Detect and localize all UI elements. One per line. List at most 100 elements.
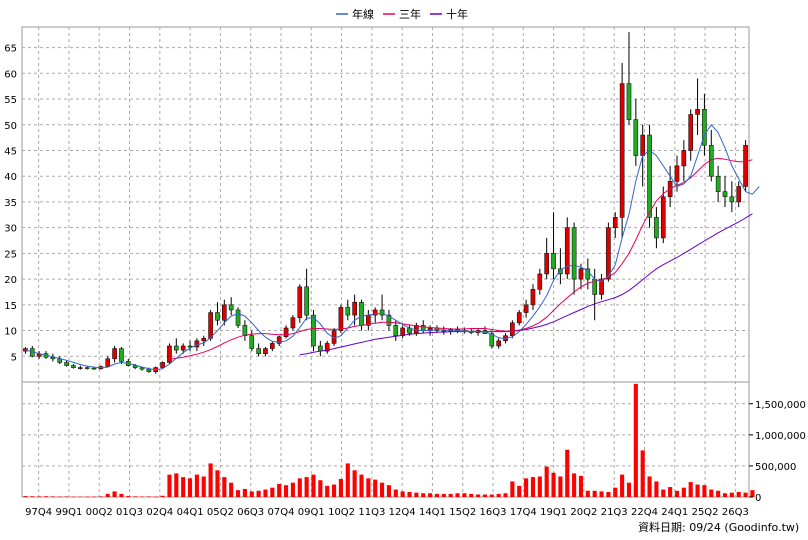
candle-body	[736, 186, 742, 203]
candle	[372, 307, 378, 323]
candle-body	[132, 365, 138, 368]
volume-bar	[112, 491, 117, 497]
candle-body	[345, 307, 351, 316]
candle	[119, 347, 124, 364]
candle-body	[318, 345, 323, 352]
candle	[695, 78, 700, 136]
candle	[324, 340, 330, 354]
volume-bar	[441, 493, 446, 497]
legend: 年線 三年 十年	[336, 7, 468, 21]
candle	[276, 335, 282, 346]
volume-bar	[270, 487, 275, 497]
volume-bar	[386, 485, 391, 497]
candle	[681, 140, 687, 182]
candle	[510, 320, 515, 339]
candle-body	[324, 343, 330, 352]
candle-body	[91, 367, 97, 370]
volume-bar	[510, 481, 515, 497]
volume-bar	[78, 496, 83, 498]
volume-bar	[524, 478, 529, 497]
volume-bar	[345, 463, 350, 497]
volume-bar	[736, 492, 741, 497]
candle-body	[729, 196, 735, 203]
volume-bar	[71, 496, 76, 498]
candle	[270, 341, 275, 352]
candle	[71, 363, 76, 369]
volume-bar	[30, 496, 35, 497]
candle	[702, 93, 707, 156]
candle-body	[228, 304, 234, 311]
volume-bar	[544, 466, 549, 497]
candle	[338, 304, 344, 334]
candle	[222, 299, 227, 326]
volume-bar	[119, 493, 124, 497]
volume-bar	[222, 477, 227, 497]
candle-body	[681, 150, 687, 167]
candle	[647, 124, 652, 228]
volume-bar	[153, 496, 158, 498]
x-tick-label: 04Q1	[177, 507, 204, 518]
x-tick-label: 20Q2	[570, 507, 597, 518]
candle	[64, 360, 69, 367]
candle-body	[441, 330, 447, 332]
volume-bar	[421, 493, 426, 497]
candle-body	[715, 175, 721, 192]
candle-body	[702, 109, 707, 146]
candle-body	[215, 312, 220, 321]
candle-body	[530, 289, 536, 306]
x-tick-label: 01Q3	[116, 507, 143, 518]
volume-bar	[187, 478, 193, 497]
candle-body	[249, 335, 255, 349]
x-tick-label: 26Q3	[722, 507, 749, 518]
volume-bar	[249, 491, 254, 497]
price-tick-label: 35	[4, 198, 17, 209]
volume-bar	[716, 490, 721, 497]
candle-body	[352, 302, 357, 316]
volume-tick-label: 0	[755, 493, 761, 504]
candle-body	[510, 322, 515, 336]
candle	[743, 140, 748, 192]
volume-bar	[91, 496, 97, 498]
volume-bar	[565, 449, 570, 497]
candle	[578, 263, 584, 290]
volume-bar	[208, 463, 213, 497]
ma-3y-line	[169, 157, 753, 360]
candle-body	[180, 345, 186, 351]
volume-bar	[428, 493, 433, 497]
candle-body	[297, 286, 303, 318]
candle	[619, 63, 625, 238]
x-tick-label: 09Q1	[298, 507, 325, 518]
x-tick-label: 16Q3	[480, 507, 507, 518]
candle-body	[372, 309, 378, 316]
candle	[633, 99, 639, 166]
candle	[606, 222, 611, 282]
volume-bar	[681, 487, 686, 497]
candle	[290, 315, 296, 331]
volume-bar	[709, 489, 714, 497]
volume-bar	[722, 493, 728, 497]
grid	[22, 27, 749, 497]
candle-body	[489, 333, 495, 347]
candle-body	[263, 348, 268, 354]
candle	[77, 365, 83, 370]
volume-bar	[283, 485, 289, 497]
volume-bar	[43, 496, 49, 497]
x-tick-label: 97Q4	[25, 507, 52, 518]
volume-bar	[297, 478, 302, 497]
volume-bar	[606, 492, 611, 497]
volume-bar	[146, 496, 151, 497]
volume-bar	[290, 482, 295, 497]
volume-bar	[434, 493, 439, 497]
candle-body	[270, 343, 275, 349]
x-tick-label: 12Q4	[389, 507, 416, 518]
volume-bar	[558, 476, 563, 497]
candle	[174, 338, 179, 354]
price-panel	[21, 26, 750, 383]
volume-bar	[85, 496, 90, 498]
candle-body	[612, 217, 618, 228]
legend-label-10y: 十年	[446, 7, 468, 21]
candle-body	[290, 317, 296, 329]
candle-body	[119, 348, 124, 362]
x-tick-label: 24Q1	[661, 507, 688, 518]
volume-bar	[242, 488, 247, 497]
